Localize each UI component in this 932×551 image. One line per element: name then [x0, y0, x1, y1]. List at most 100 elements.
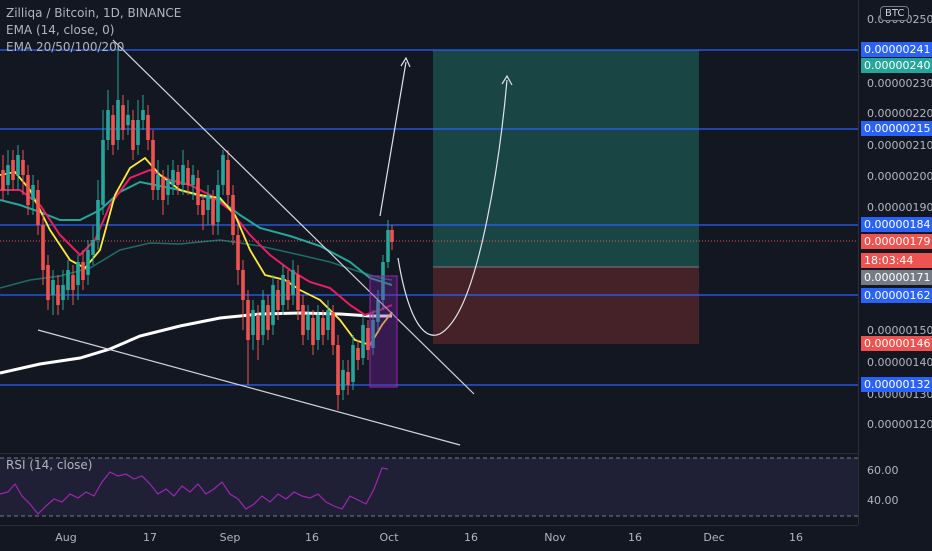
candle-body[interactable] [1, 170, 5, 190]
candle-body[interactable] [61, 285, 65, 300]
candle-body[interactable] [211, 198, 215, 225]
candle-body[interactable] [331, 312, 335, 345]
level-badge-241[interactable]: 0.00000241 [861, 42, 932, 57]
rsi-legend[interactable]: RSI (14, close) [6, 458, 93, 472]
candle-body[interactable] [31, 185, 35, 200]
projection-arrow-straight[interactable] [379, 61, 407, 217]
time-axis[interactable]: Aug 17 Sep 16 Oct 16 Nov 16 Dec 16 [0, 525, 858, 551]
candle-body[interactable] [351, 345, 355, 382]
candle-body[interactable] [151, 140, 155, 190]
candle-body[interactable] [46, 265, 50, 300]
candle-body[interactable] [381, 262, 385, 300]
candle-body[interactable] [346, 372, 350, 385]
candle-body[interactable] [146, 115, 150, 140]
candle-body[interactable] [11, 160, 15, 180]
candle-body[interactable] [21, 160, 25, 175]
candle-body[interactable] [241, 270, 245, 300]
stop-zone[interactable] [433, 267, 699, 344]
candle-body[interactable] [86, 250, 90, 275]
level-badge-162[interactable]: 0.00000162 [861, 288, 932, 303]
candle-body[interactable] [296, 275, 300, 310]
upper-trendline[interactable] [112, 39, 475, 395]
candle-body[interactable] [71, 275, 75, 290]
candle-body[interactable] [306, 315, 310, 330]
candle-body[interactable] [286, 280, 290, 300]
candle-body[interactable] [111, 115, 115, 145]
candle-body[interactable] [16, 155, 20, 175]
candle-body[interactable] [116, 100, 120, 140]
candle-body[interactable] [171, 170, 175, 185]
level-badge-215[interactable]: 0.00000215 [861, 121, 932, 136]
target-zone[interactable] [433, 50, 699, 267]
candle-body[interactable] [101, 140, 105, 205]
candle-body[interactable] [6, 165, 10, 185]
level-badge-132[interactable]: 0.00000132 [861, 377, 932, 392]
main-chart[interactable]: Zilliqa / Bitcoin, 1D, BINANCE EMA (14, … [0, 0, 858, 452]
candle-body[interactable] [291, 270, 295, 295]
current-price-badge[interactable]: 0.00000179 [861, 234, 932, 249]
candle-body[interactable] [66, 270, 70, 290]
candle-body[interactable] [196, 178, 200, 205]
candlestick-series[interactable] [1, 45, 394, 410]
rsi-canvas[interactable] [0, 454, 858, 526]
candle-body[interactable] [256, 315, 260, 340]
candle-body[interactable] [390, 230, 394, 242]
candle-body[interactable] [186, 168, 190, 185]
ema-100-line[interactable] [0, 239, 393, 289]
candle-body[interactable] [126, 115, 130, 125]
candle-body[interactable] [161, 178, 165, 200]
candle-body[interactable] [276, 290, 280, 310]
candle-body[interactable] [246, 300, 250, 340]
candle-body[interactable] [336, 345, 340, 395]
candle-body[interactable] [76, 262, 80, 285]
candle-body[interactable] [141, 110, 145, 120]
candle-body[interactable] [356, 348, 360, 360]
candle-body[interactable] [121, 105, 125, 130]
candle-body[interactable] [181, 165, 185, 185]
candle-body[interactable] [341, 370, 345, 390]
candle-body[interactable] [176, 172, 180, 185]
candle-body[interactable] [206, 195, 210, 210]
candle-body[interactable] [281, 275, 285, 305]
candle-body[interactable] [376, 300, 380, 322]
candle-body[interactable] [191, 175, 195, 185]
level-badge-184[interactable]: 0.00000184 [861, 217, 932, 232]
candle-body[interactable] [201, 200, 205, 215]
ema-200-line[interactable] [0, 311, 392, 375]
entry-badge[interactable]: 0.00000171 [861, 270, 932, 285]
rsi-line[interactable] [0, 467, 389, 515]
candle-body[interactable] [106, 110, 110, 140]
candle-body[interactable] [311, 318, 315, 345]
candle-body[interactable] [271, 285, 275, 325]
symbol-title[interactable]: Zilliqa / Bitcoin, 1D, BINANCE [6, 6, 182, 20]
ema-14-legend[interactable]: EMA (14, close, 0) [6, 23, 115, 37]
rsi-panel[interactable]: RSI (14, close) [0, 453, 858, 526]
breakout-box[interactable] [369, 275, 398, 388]
candle-body[interactable] [166, 180, 170, 195]
candle-body[interactable] [226, 160, 230, 195]
candle-body[interactable] [266, 305, 270, 330]
candle-body[interactable] [26, 175, 30, 205]
candle-body[interactable] [361, 325, 365, 358]
ema-14-line[interactable] [0, 156, 393, 347]
candle-body[interactable] [91, 240, 95, 255]
candle-body[interactable] [36, 190, 40, 225]
candle-body[interactable] [371, 320, 375, 348]
currency-badge[interactable]: BTC [880, 6, 910, 21]
candle-body[interactable] [96, 200, 100, 240]
candle-body[interactable] [156, 175, 160, 190]
candle-body[interactable] [326, 310, 330, 330]
price-chart-canvas[interactable] [0, 0, 858, 452]
candle-body[interactable] [261, 300, 265, 335]
candle-body[interactable] [216, 185, 220, 222]
ema-20-line[interactable] [0, 168, 393, 317]
candle-body[interactable] [221, 155, 225, 185]
candle-body[interactable] [236, 235, 240, 270]
candle-body[interactable] [321, 318, 325, 335]
ema-multi-legend[interactable]: EMA 20/50/100/200 [6, 40, 125, 54]
lower-trendline[interactable] [37, 329, 461, 446]
candle-body[interactable] [386, 230, 390, 262]
candle-body[interactable] [131, 120, 135, 150]
price-axis[interactable]: 0.00000250 0.00000230 0.00000220 0.00000… [858, 0, 932, 525]
stop-badge[interactable]: 0.00000146 [861, 336, 932, 351]
